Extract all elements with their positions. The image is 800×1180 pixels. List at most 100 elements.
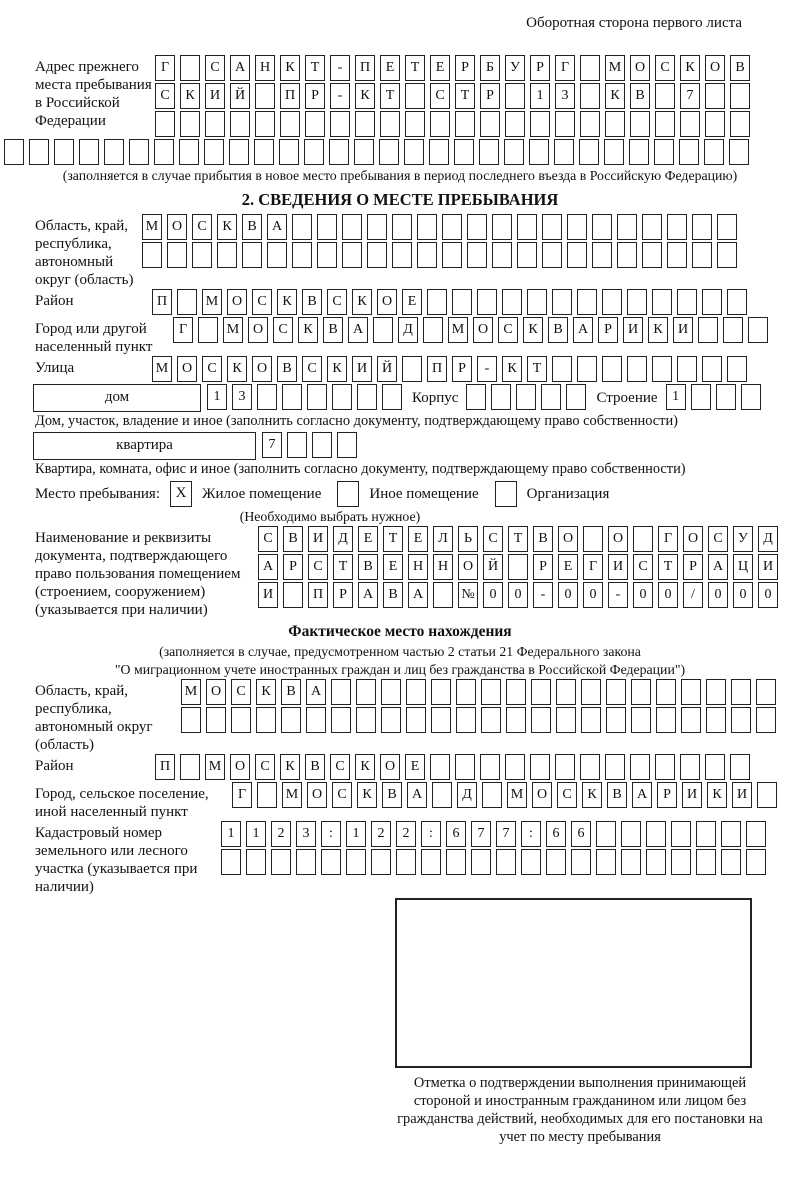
char-box[interactable]: 6 — [546, 821, 566, 847]
char-box[interactable]: Т — [305, 55, 325, 81]
char-box[interactable]: Р — [305, 83, 325, 109]
char-box[interactable]: О — [473, 317, 493, 343]
char-box[interactable] — [221, 849, 241, 875]
char-box[interactable]: К — [648, 317, 668, 343]
char-box[interactable] — [467, 214, 487, 240]
char-box[interactable]: А — [267, 214, 287, 240]
char-box[interactable]: Р — [333, 582, 353, 608]
char-box[interactable] — [705, 754, 725, 780]
char-box[interactable] — [617, 242, 637, 268]
char-box[interactable] — [167, 242, 187, 268]
char-box[interactable] — [317, 242, 337, 268]
char-box[interactable]: С — [330, 754, 350, 780]
char-box[interactable]: К — [256, 679, 276, 705]
char-box[interactable]: 0 — [658, 582, 678, 608]
char-box[interactable] — [652, 356, 672, 382]
char-box[interactable] — [552, 356, 572, 382]
char-box[interactable]: С — [308, 554, 328, 580]
char-box[interactable] — [567, 214, 587, 240]
char-box[interactable] — [283, 582, 303, 608]
char-box[interactable] — [630, 754, 650, 780]
char-box[interactable] — [592, 242, 612, 268]
char-box[interactable]: Г — [155, 55, 175, 81]
char-box[interactable] — [430, 754, 450, 780]
char-box[interactable]: В — [630, 83, 650, 109]
char-box[interactable]: А — [348, 317, 368, 343]
char-box[interactable] — [271, 849, 291, 875]
char-box[interactable] — [627, 356, 647, 382]
char-box[interactable]: 7 — [262, 432, 282, 458]
char-box[interactable]: А — [573, 317, 593, 343]
char-box[interactable] — [255, 111, 275, 137]
char-box[interactable]: И — [258, 582, 278, 608]
char-box[interactable]: К — [298, 317, 318, 343]
char-box[interactable]: Р — [452, 356, 472, 382]
char-box[interactable]: К — [502, 356, 522, 382]
char-box[interactable] — [429, 139, 449, 165]
char-box[interactable] — [756, 707, 776, 733]
char-box[interactable]: 1 — [246, 821, 266, 847]
char-box[interactable]: И — [608, 554, 628, 580]
char-box[interactable]: И — [732, 782, 752, 808]
char-box[interactable] — [330, 111, 350, 137]
char-box[interactable] — [629, 139, 649, 165]
char-box[interactable]: Е — [402, 289, 422, 315]
char-box[interactable] — [566, 384, 587, 410]
char-box[interactable] — [606, 707, 626, 733]
char-box[interactable] — [423, 317, 443, 343]
char-box[interactable] — [627, 289, 647, 315]
char-box[interactable]: П — [155, 754, 175, 780]
char-box[interactable] — [541, 384, 562, 410]
char-box[interactable]: М — [205, 754, 225, 780]
char-box[interactable] — [677, 356, 697, 382]
char-box[interactable]: И — [352, 356, 372, 382]
char-box[interactable] — [256, 707, 276, 733]
char-box[interactable]: Д — [398, 317, 418, 343]
char-box[interactable]: А — [230, 55, 250, 81]
char-box[interactable]: 6 — [446, 821, 466, 847]
char-box[interactable]: Т — [508, 526, 528, 552]
char-box[interactable]: С — [252, 289, 272, 315]
char-box[interactable] — [656, 707, 676, 733]
char-box[interactable]: А — [708, 554, 728, 580]
char-box[interactable] — [481, 679, 501, 705]
char-box[interactable]: - — [330, 55, 350, 81]
char-box[interactable] — [492, 242, 512, 268]
char-box[interactable]: М — [605, 55, 625, 81]
char-box[interactable] — [652, 289, 672, 315]
char-box[interactable]: Е — [380, 55, 400, 81]
char-box[interactable] — [521, 849, 541, 875]
char-box[interactable] — [29, 139, 49, 165]
char-box[interactable] — [246, 849, 266, 875]
char-box[interactable]: П — [355, 55, 375, 81]
char-box[interactable] — [405, 111, 425, 137]
char-box[interactable] — [467, 242, 487, 268]
char-box[interactable]: А — [306, 679, 326, 705]
char-box[interactable] — [471, 849, 491, 875]
char-box[interactable] — [740, 384, 761, 410]
char-box[interactable]: У — [505, 55, 525, 81]
char-box[interactable] — [421, 849, 441, 875]
char-box[interactable] — [705, 111, 725, 137]
char-box[interactable] — [217, 242, 237, 268]
char-box[interactable]: О — [683, 526, 703, 552]
char-box[interactable]: С — [483, 526, 503, 552]
char-box[interactable] — [642, 242, 662, 268]
char-box[interactable]: 0 — [633, 582, 653, 608]
char-box[interactable] — [206, 707, 226, 733]
char-box[interactable] — [505, 83, 525, 109]
char-box[interactable] — [504, 139, 524, 165]
char-box[interactable] — [287, 432, 307, 458]
char-box[interactable] — [454, 139, 474, 165]
char-box[interactable] — [296, 849, 316, 875]
char-box[interactable]: В — [281, 679, 301, 705]
char-box[interactable]: Т — [658, 554, 678, 580]
char-box[interactable]: А — [358, 582, 378, 608]
char-box[interactable]: П — [308, 582, 328, 608]
char-box[interactable] — [730, 754, 750, 780]
char-box[interactable]: О — [705, 55, 725, 81]
char-box[interactable] — [442, 214, 462, 240]
char-box[interactable] — [177, 289, 197, 315]
char-box[interactable] — [642, 214, 662, 240]
char-box[interactable] — [456, 707, 476, 733]
